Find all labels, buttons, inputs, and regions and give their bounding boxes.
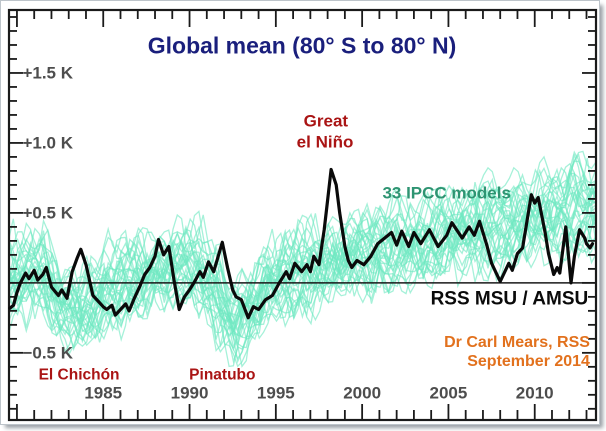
- annotation-ipcc-models: 33 IPCC models: [382, 183, 511, 203]
- x-tick-label-2005: 2005: [429, 383, 468, 403]
- y-tick-label-0p5k: +0.5 K: [22, 203, 73, 223]
- plot-frame: [7, 8, 598, 422]
- x-tick-label-1995: 1995: [256, 383, 295, 403]
- annotation-great-el-nino-line2: el Niño: [296, 132, 354, 152]
- rss-msu-amsu-line: [8, 167, 595, 320]
- x-tick-label-1990: 1990: [170, 383, 209, 403]
- chart-title: Global mean (80° S to 80° N): [147, 32, 457, 59]
- annotation-credit-author: Dr Carl Mears, RSS: [444, 334, 590, 352]
- annotation-rss-series-label: RSS MSU / AMSU: [430, 288, 589, 310]
- x-tick-label-1985: 1985: [84, 383, 123, 403]
- x-tick-label-2000: 2000: [343, 383, 382, 403]
- annotation-pinatubo: Pinatubo: [189, 366, 256, 384]
- annotation-el-chichon: El Chichón: [38, 365, 120, 383]
- annotation-credit-date: September 2014: [467, 352, 590, 370]
- annotation-great-el-nino-line1: Great: [303, 111, 349, 131]
- y-tick-label-m0p5k: −0.5 K: [22, 343, 73, 363]
- y-tick-label-1p0k: +1.0 K: [22, 133, 73, 153]
- y-tick-label-1p5k: +1.5 K: [22, 63, 73, 83]
- x-tick-label-2010: 2010: [515, 383, 554, 403]
